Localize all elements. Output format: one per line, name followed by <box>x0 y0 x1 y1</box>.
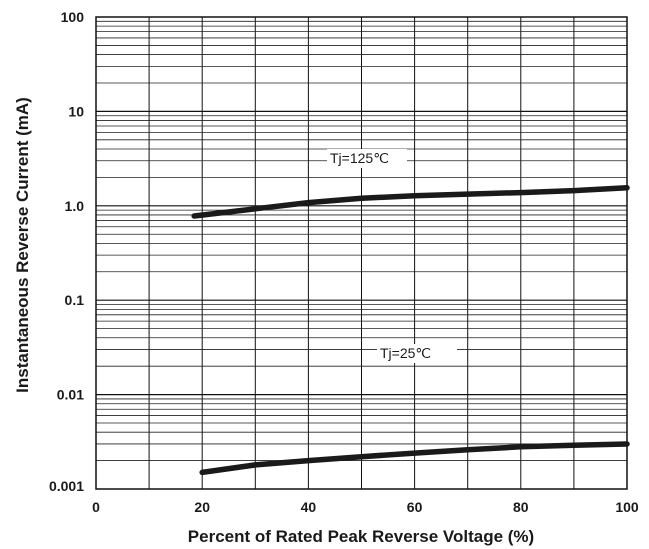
plot-frame <box>95 16 628 490</box>
curves <box>191 185 630 476</box>
x-tick-label: 40 <box>301 499 317 515</box>
y-tick-label: 0.01 <box>57 387 84 403</box>
series-label-background <box>377 344 457 363</box>
y-tick-label: 0.1 <box>65 292 85 308</box>
y-tick-label: 10 <box>68 103 84 119</box>
series-label-tj-125: Tj=125℃ <box>330 150 389 166</box>
y-tick-labels: 0.001 0.01 0.1 1.0 10 100 <box>49 9 84 494</box>
x-axis-title: Percent of Rated Peak Reverse Voltage (%… <box>188 527 534 546</box>
x-tick-label: 0 <box>92 499 100 515</box>
y-tick-label: 0.001 <box>49 478 84 494</box>
series-label-tj-25: Tj=25℃ <box>380 345 431 361</box>
x-tick-label: 100 <box>615 499 639 515</box>
x-tick-label: 60 <box>407 499 423 515</box>
series-line-tj-125 <box>191 185 630 219</box>
x-tick-labels: 0 20 40 60 80 100 <box>92 499 639 515</box>
series-line-tj-25 <box>199 441 630 476</box>
y-tick-label: 1.0 <box>65 198 85 214</box>
grid <box>96 17 627 489</box>
series-label-background <box>327 149 407 168</box>
series-labels: Tj=125℃ Tj=25℃ <box>327 149 457 363</box>
y-axis-title: Instantaneous Reverse Current (mA) <box>13 97 32 393</box>
y-tick-label: 100 <box>61 9 85 25</box>
x-tick-label: 80 <box>513 499 529 515</box>
x-tick-label: 20 <box>194 499 210 515</box>
